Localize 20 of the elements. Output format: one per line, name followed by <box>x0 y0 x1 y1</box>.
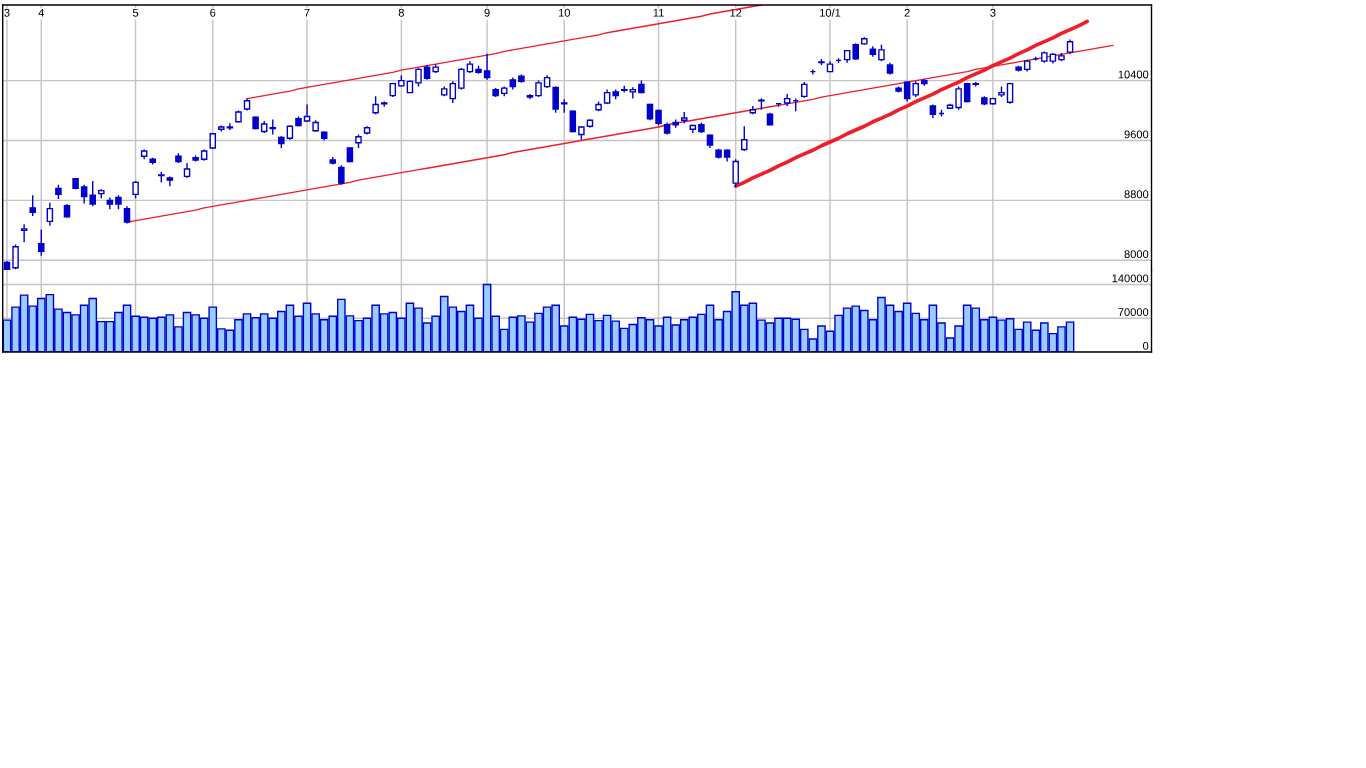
x-tick-label: 6 <box>210 8 216 17</box>
y-tick-label: 140000 <box>1112 274 1149 283</box>
x-tick-label: 5 <box>132 8 139 17</box>
x-tick-label: 10 <box>558 8 570 17</box>
x-tick-label: 9 <box>484 8 490 17</box>
x-tick-label: 8 <box>398 8 404 17</box>
x-tick-label: 3 <box>990 8 996 17</box>
y-tick-label: 8000 <box>1124 250 1149 259</box>
y-tick-label: 70000 <box>1118 308 1149 317</box>
x-tick-label: 4 <box>38 8 45 17</box>
y-tick-label: 0 <box>1142 341 1149 350</box>
x-tick-label: 12 <box>730 8 742 17</box>
y-tick-label: 9600 <box>1124 130 1149 139</box>
x-tick-label: 11 <box>653 8 664 17</box>
x-tick-label: 10/1 <box>820 8 841 17</box>
x-tick-label: 3 <box>4 8 10 17</box>
y-tick-label: 8800 <box>1124 190 1149 199</box>
y-tick-label: 10400 <box>1118 70 1149 79</box>
x-tick-label: 7 <box>304 8 310 17</box>
x-tick-label: 2 <box>904 8 910 17</box>
